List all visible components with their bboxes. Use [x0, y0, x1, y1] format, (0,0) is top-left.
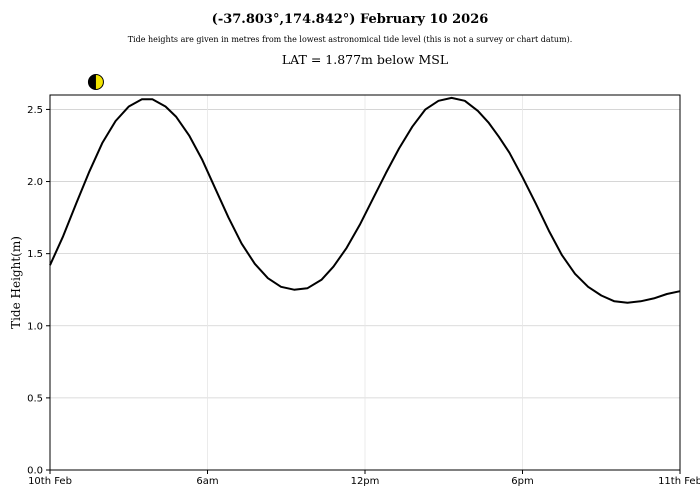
chart-title: (-37.803°,174.842°) February 10 2026 — [211, 12, 489, 27]
x-tick-label: 10th Feb — [28, 476, 72, 487]
y-tick-label: 1.0 — [27, 321, 43, 332]
grid-lines — [49, 95, 681, 471]
series-lines — [49, 96, 681, 304]
moon-dark-half — [88, 74, 96, 90]
x-tick-label: 6am — [196, 476, 218, 487]
y-tick-label: 2.0 — [27, 177, 43, 188]
first-quarter-moon-icon — [87, 74, 104, 90]
y-tick-label: 0.0 — [27, 466, 43, 477]
y-axis-label: Tide Height(m) — [9, 236, 23, 329]
x-tick-label: 6pm — [511, 476, 533, 487]
y-tick-label: 1.5 — [27, 249, 43, 260]
y-tick-label: 2.5 — [27, 105, 43, 116]
axis-ticks: 0.0 0.5 1.0 1.5 2.0 2.5 10th Feb 6am 12pm 6pm 11th… — [27, 105, 700, 487]
tide-height-line — [49, 96, 681, 304]
datum-label: LAT = 1.877m below MSL — [281, 52, 449, 67]
x-tick-label: 12pm — [351, 476, 380, 487]
chart-subtitle: Tide heights are given in metres from th… — [127, 35, 573, 44]
y-tick-label: 0.5 — [27, 393, 43, 404]
x-tick-label: 11th Feb — [658, 476, 700, 487]
